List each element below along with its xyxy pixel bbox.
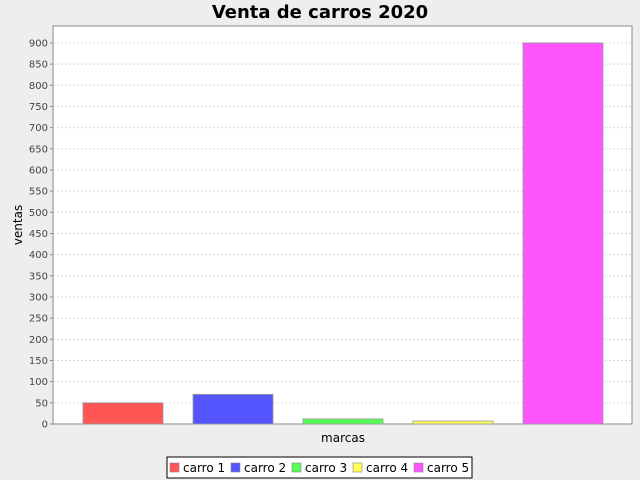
legend-swatch bbox=[169, 462, 180, 473]
bar-carro-1 bbox=[82, 402, 164, 425]
legend-box bbox=[166, 456, 473, 479]
x-axis-label: marcas bbox=[321, 431, 365, 445]
legend-label: carro 4 bbox=[366, 461, 408, 475]
y-tick-label: 900 bbox=[29, 38, 48, 49]
y-tick-label: 400 bbox=[29, 250, 48, 261]
y-tick-label: 650 bbox=[29, 144, 48, 155]
legend-label: carro 2 bbox=[244, 461, 286, 475]
y-tick-label: 250 bbox=[29, 314, 48, 325]
y-axis-ticks: 0 50 100 150 200 250 300 350 400 450 500 550 600 650 7… bbox=[29, 38, 53, 431]
y-tick-label: 550 bbox=[29, 187, 48, 198]
legend-swatch bbox=[352, 462, 363, 473]
y-axis-label: ventas bbox=[11, 205, 25, 245]
y-tick-label: 850 bbox=[29, 60, 48, 71]
bars bbox=[82, 42, 604, 425]
y-tick-label: 100 bbox=[29, 377, 48, 388]
y-tick-label: 800 bbox=[29, 81, 48, 92]
bar-carro-4 bbox=[412, 420, 494, 425]
bar-carro-3 bbox=[302, 418, 384, 425]
legend-swatch bbox=[230, 462, 241, 473]
legend-swatch bbox=[413, 462, 424, 473]
legend-label: carro 3 bbox=[305, 461, 347, 475]
y-tick-label: 350 bbox=[29, 271, 48, 282]
y-tick-label: 150 bbox=[29, 356, 48, 367]
y-tick-label: 700 bbox=[29, 123, 48, 134]
chart-title: Venta de carros 2020 bbox=[212, 2, 428, 23]
legend-label: carro 1 bbox=[183, 461, 225, 475]
legend: carro 1 carro 2 carro 3 carro 4 carro 5 bbox=[166, 456, 473, 479]
y-tick-label: 50 bbox=[35, 398, 48, 409]
y-tick-label: 450 bbox=[29, 229, 48, 240]
bar-carro-5 bbox=[522, 42, 604, 425]
y-tick-label: 300 bbox=[29, 292, 48, 303]
y-tick-label: 0 bbox=[42, 420, 48, 431]
legend-swatch bbox=[291, 462, 302, 473]
legend-label: carro 5 bbox=[427, 461, 469, 475]
y-tick-label: 500 bbox=[29, 208, 48, 219]
bar-carro-2 bbox=[192, 393, 274, 425]
y-tick-label: 750 bbox=[29, 102, 48, 113]
y-tick-label: 200 bbox=[29, 335, 48, 346]
y-tick-label: 600 bbox=[29, 165, 48, 176]
